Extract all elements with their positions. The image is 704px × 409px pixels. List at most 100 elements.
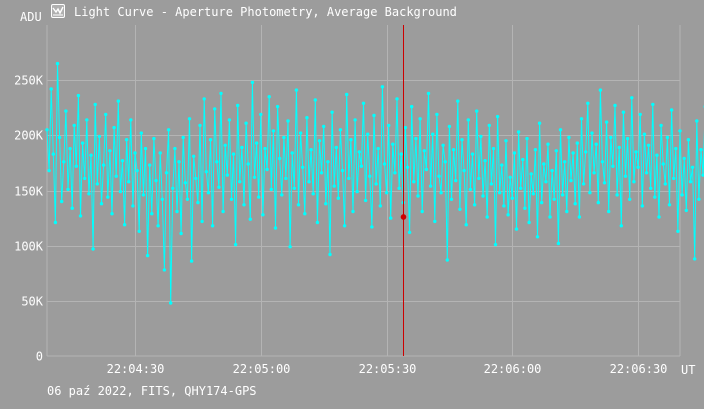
data-point [112, 125, 116, 130]
data-point [701, 173, 704, 177]
data-point [399, 152, 403, 156]
data-point [353, 118, 357, 122]
grid [46, 25, 681, 357]
data-point [345, 92, 349, 97]
data-point [215, 160, 219, 164]
data-point [311, 192, 315, 196]
data-point [378, 204, 382, 208]
data-point [307, 180, 311, 184]
data-point [510, 196, 514, 200]
data-point [154, 178, 158, 183]
data-point [462, 168, 466, 173]
data-point [407, 230, 412, 235]
data-point [194, 176, 198, 181]
data-point [368, 174, 372, 178]
data-point [91, 247, 95, 251]
data-point [374, 182, 378, 186]
data-point [150, 212, 154, 216]
cursor[interactable] [400, 25, 407, 356]
data-point [395, 97, 399, 101]
data-point [342, 224, 347, 228]
data-point [506, 213, 510, 217]
data-point [89, 153, 93, 157]
data-point [646, 143, 651, 147]
data-point [667, 203, 672, 207]
data-point [428, 184, 433, 188]
data-point [317, 139, 322, 143]
data-point [619, 224, 623, 228]
data-point [139, 131, 143, 135]
data-point [552, 197, 556, 201]
data-point [678, 129, 682, 133]
data-point [145, 253, 150, 258]
data-point [514, 227, 519, 231]
data-point [676, 229, 680, 233]
data-point [175, 209, 179, 214]
data-point [542, 162, 546, 166]
data-point [225, 173, 229, 177]
data-point [479, 134, 483, 139]
data-point [472, 203, 477, 207]
data-point [544, 180, 548, 184]
data-point [208, 138, 213, 142]
data-point [196, 200, 200, 205]
data-point [653, 195, 657, 199]
light-curve-chart[interactable]: ADU UT 0 50K 100K 150K 200K 250K 22:04:30 22:05… [0, 0, 704, 380]
x-tick-label: 22:06:30 [610, 362, 668, 376]
data-point [498, 191, 502, 195]
data-point [179, 231, 183, 236]
data-point [508, 175, 512, 179]
data-point [680, 193, 684, 197]
chart-title: Light Curve - Aperture Photometry, Avera… [74, 5, 457, 19]
data-point [267, 95, 271, 99]
data-point [200, 219, 204, 224]
data-point [575, 141, 579, 145]
data-point [93, 102, 97, 107]
data-point [531, 192, 535, 196]
data-point [319, 171, 324, 175]
data-point [280, 193, 284, 197]
y-tick-label: 150K [14, 185, 44, 199]
cursor-marker[interactable] [400, 214, 407, 220]
data-point [470, 152, 475, 156]
data-point [640, 204, 644, 208]
data-point [263, 146, 267, 151]
data-point [370, 225, 374, 229]
data-point [99, 202, 104, 206]
data-point [414, 136, 418, 141]
data-point [87, 192, 91, 196]
data-point [560, 193, 565, 197]
data-point [248, 217, 252, 221]
data-point [361, 101, 366, 106]
data-point [340, 168, 345, 173]
data-point [571, 151, 575, 155]
data-point [246, 162, 250, 166]
data-point [460, 138, 464, 142]
data-point [286, 119, 290, 123]
y-tick-label: 0 [36, 350, 43, 364]
data-point [481, 194, 485, 198]
data-point [148, 163, 152, 167]
series-line [46, 63, 704, 304]
data-point [604, 120, 609, 124]
data-point [420, 209, 424, 214]
data-point [665, 135, 670, 140]
data-point [447, 124, 452, 129]
data-point [426, 91, 431, 96]
data-point [495, 114, 500, 119]
data-point [579, 117, 584, 121]
data-point [512, 151, 517, 155]
data-point [57, 135, 62, 140]
data-point [129, 118, 133, 122]
data-point [45, 128, 49, 132]
data-point [80, 141, 85, 145]
data-point [328, 252, 332, 257]
data-point [206, 191, 211, 195]
data-point [160, 197, 164, 201]
data-point [468, 187, 473, 192]
data-point [598, 88, 603, 92]
data-point [47, 168, 51, 173]
data-point [351, 209, 355, 214]
light-curve-app-icon[interactable] [51, 4, 65, 18]
data-point [185, 197, 190, 201]
